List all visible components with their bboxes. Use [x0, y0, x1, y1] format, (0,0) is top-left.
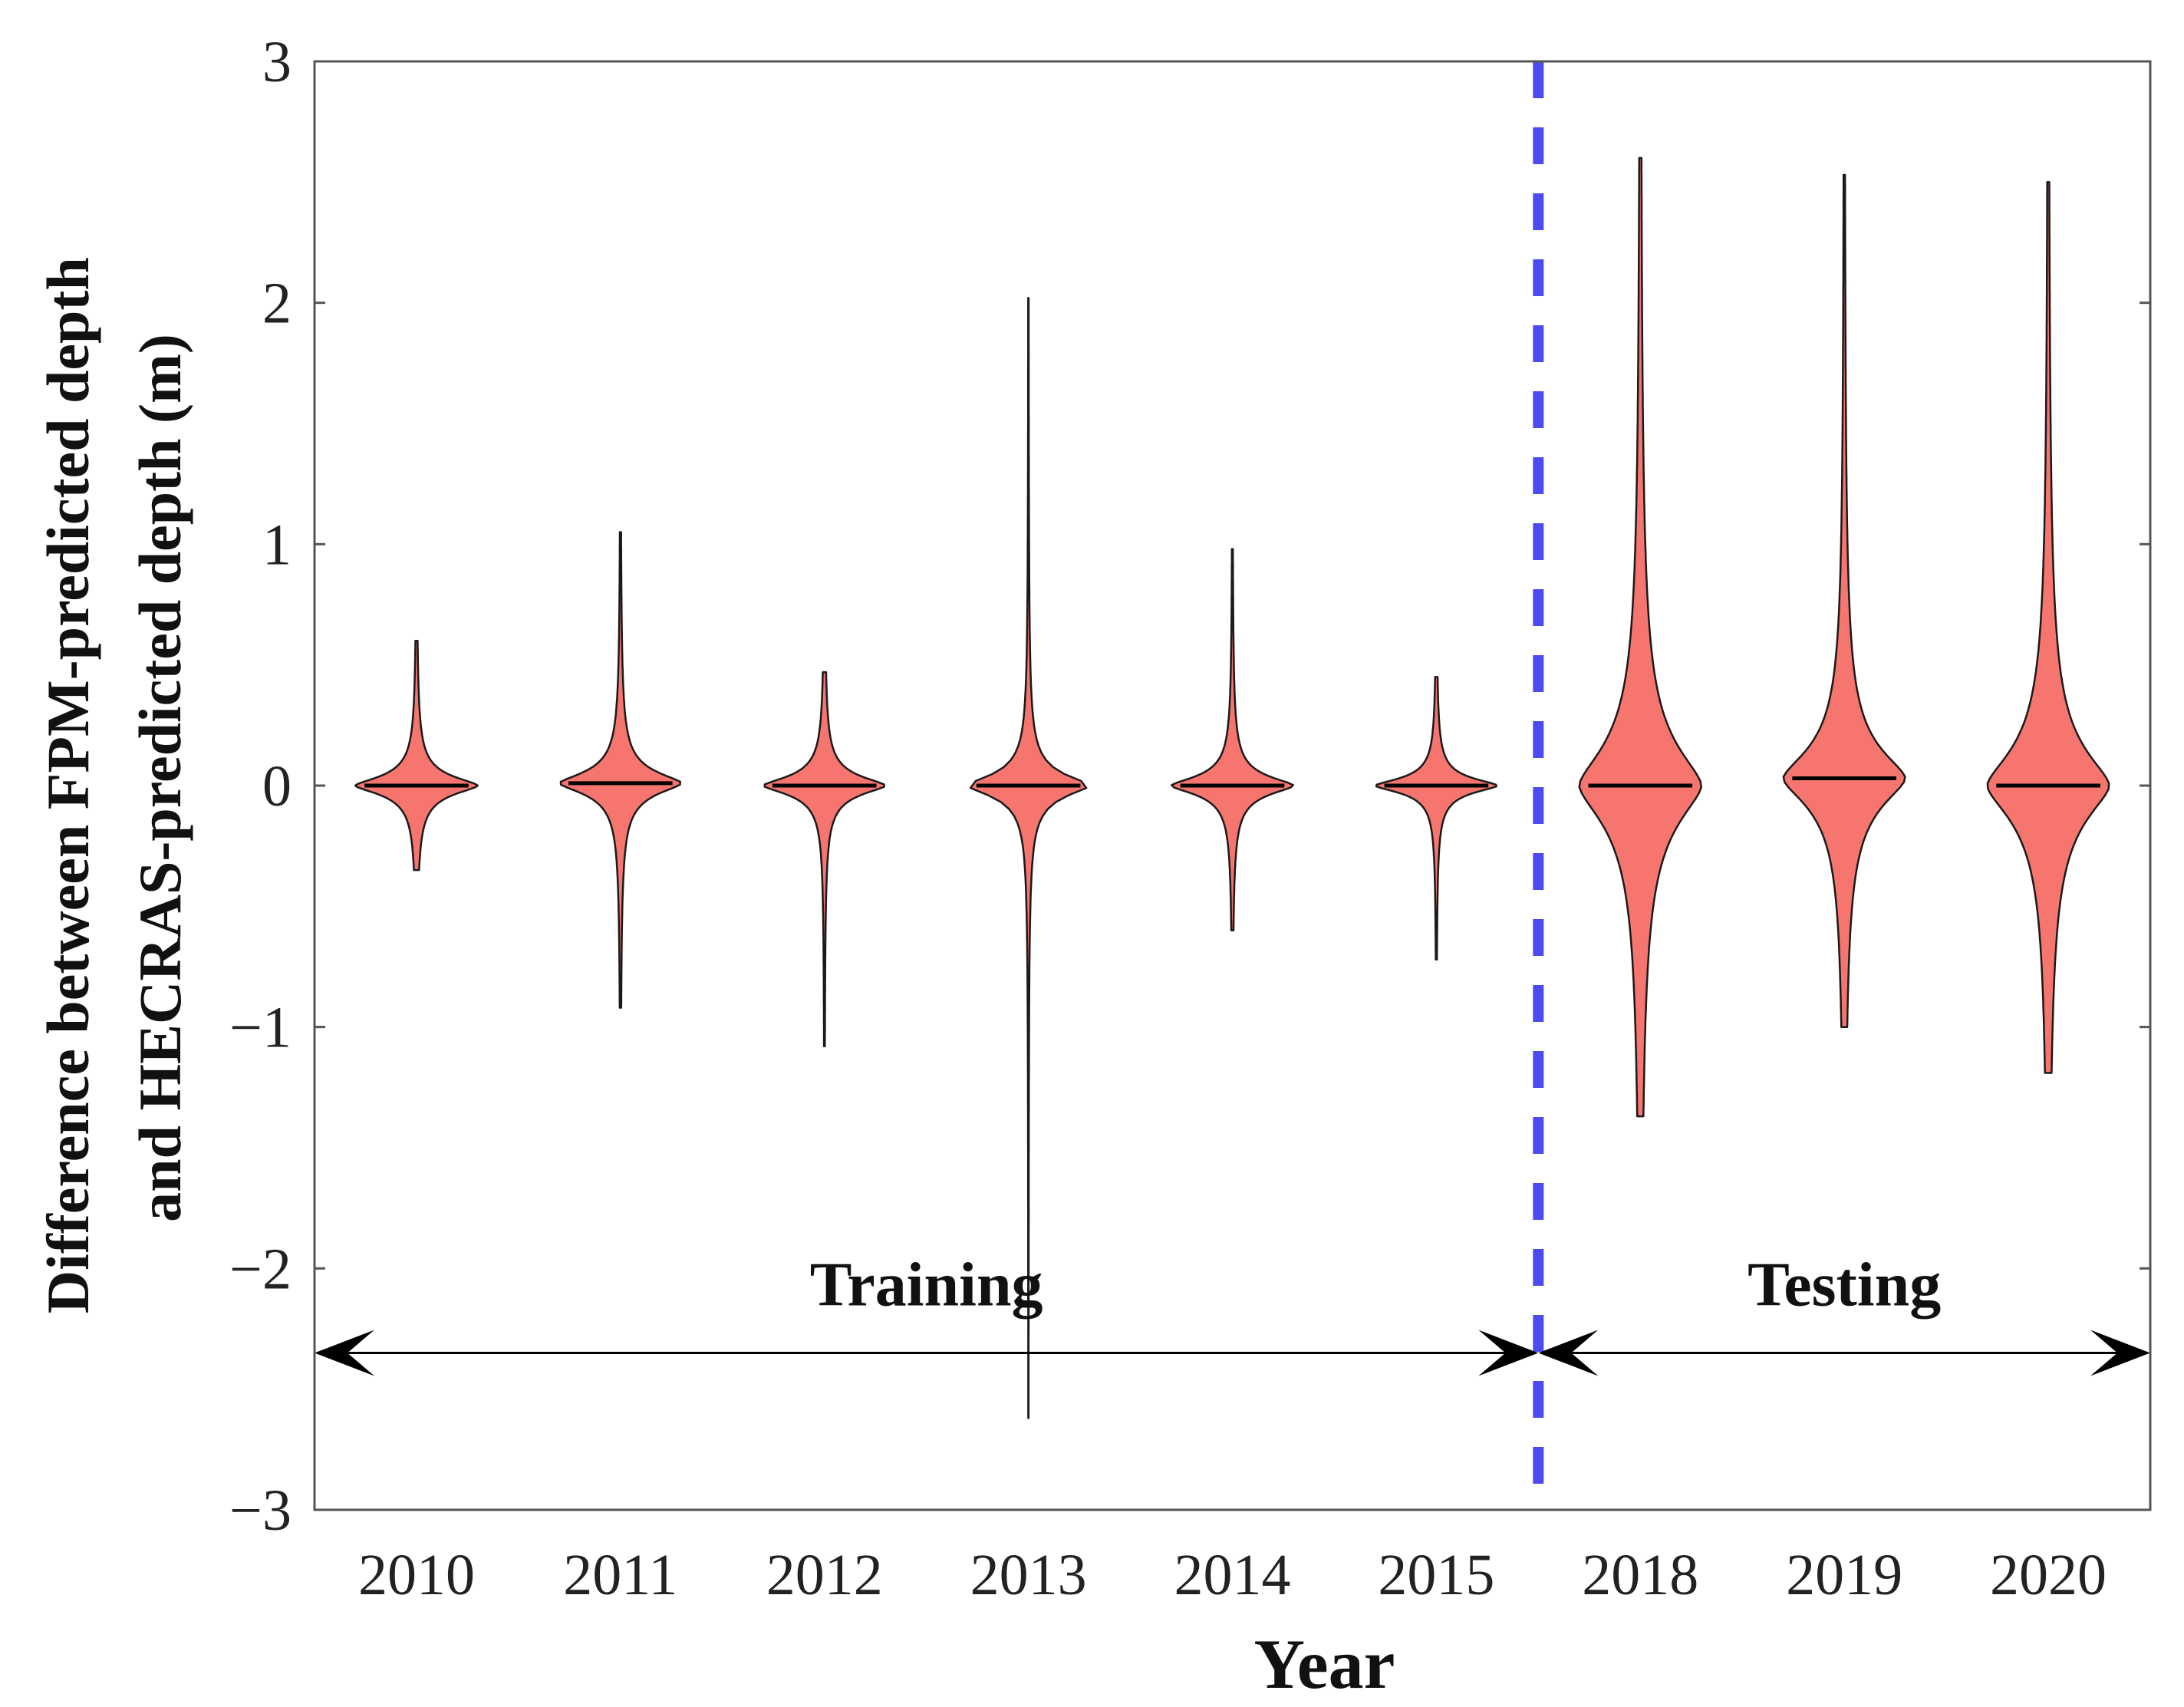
- violins-group: [354, 157, 2110, 1419]
- y-tick-label: 2: [262, 272, 292, 336]
- x-axis-title: Year: [1254, 1625, 1395, 1703]
- violin-body-2012: [763, 671, 885, 1048]
- x-tick-label: 2019: [1786, 1543, 1902, 1607]
- training-label: Training: [810, 1249, 1043, 1319]
- testing-arrow-left-head: [1538, 1330, 1599, 1376]
- violin-body-2014: [1171, 548, 1294, 932]
- testing-arrow-right-head: [2090, 1330, 2150, 1376]
- y-tick-label: 0: [262, 754, 292, 819]
- violin-body-2015: [1375, 676, 1497, 961]
- x-tick-label: 2013: [970, 1543, 1087, 1607]
- violin-body-2019: [1782, 173, 1906, 1028]
- x-tick-label: 2018: [1582, 1543, 1698, 1607]
- violin-body-2010: [354, 639, 479, 872]
- violin-body-2018: [1578, 157, 1703, 1118]
- y-axis-title: Difference between FPM-predicted depth a…: [35, 242, 193, 1313]
- violin-body-2013: [969, 297, 1088, 1419]
- y-axis-title-line-1: Difference between FPM-predicted depth: [35, 257, 101, 1313]
- y-tick-label: −1: [229, 996, 292, 1060]
- y-tick-label: −2: [229, 1237, 292, 1301]
- x-tick-label: 2010: [358, 1543, 475, 1607]
- violin-body-2020: [1986, 181, 2110, 1074]
- y-tick-label: 3: [262, 30, 292, 94]
- x-axis-ticks: 2010 2011 2012 2013 2014 2015 2018 2019 2020: [358, 1543, 2107, 1607]
- annotation-arrows: Training Testing: [315, 1249, 2150, 1376]
- violin-body-2011: [559, 531, 682, 1009]
- x-tick-label: 2012: [766, 1543, 883, 1607]
- training-arrow-right-head: [1478, 1330, 1539, 1376]
- y-tick-label: 1: [262, 512, 292, 577]
- x-tick-label: 2015: [1378, 1543, 1494, 1607]
- x-tick-label: 2020: [1990, 1543, 2107, 1607]
- testing-label: Testing: [1748, 1249, 1941, 1319]
- training-arrow-left-head: [315, 1330, 374, 1376]
- y-axis-ticks: 3 2 1 0 −1 −2 −3: [229, 30, 2150, 1543]
- y-axis-title-line-2: and HECRAS-predicted depth (m): [127, 334, 193, 1222]
- x-tick-label: 2011: [563, 1543, 677, 1607]
- x-tick-label: 2014: [1174, 1543, 1291, 1607]
- y-tick-label: −3: [229, 1478, 292, 1543]
